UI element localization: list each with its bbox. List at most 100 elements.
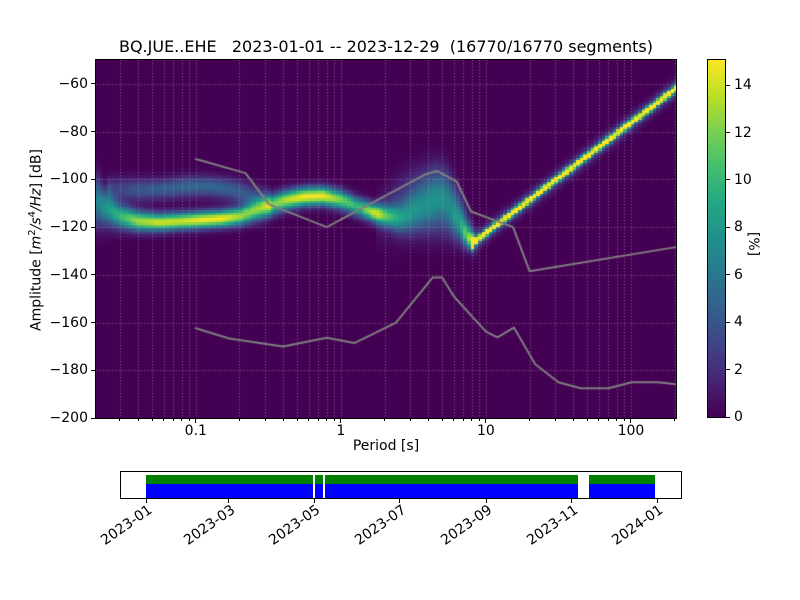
x-tick-label: 0.1 [184,423,207,439]
timeline-tick [399,499,401,503]
y-axis-label-part: / [28,206,45,211]
timeline-tick-label: 2023-07 [351,502,409,549]
x-minor-tick [282,419,284,421]
timeline-tick [485,499,487,503]
colorbar-tick [726,226,730,228]
x-minor-tick [478,419,480,421]
y-tick-label: −180 [49,362,88,379]
x-tick [630,419,632,423]
colorbar-tick-label: 12 [734,124,752,141]
x-minor-tick [188,419,190,421]
y-tick [91,369,95,371]
x-minor-tick [586,419,588,421]
x-tick [195,419,197,423]
x-minor-tick [333,419,335,421]
x-minor-tick [462,419,464,421]
x-minor-tick [598,419,600,421]
y-tick [91,83,95,85]
timeline-coverage-bar [120,471,682,499]
x-tick-label: 10 [476,423,495,439]
y-axis-label-part: m [28,235,45,250]
y-tick [91,178,95,180]
colorbar-tick-label: 2 [734,361,743,378]
x-axis-label: Period [s] [352,438,420,454]
timeline-data-segment-bottom [589,484,656,498]
timeline-tick [145,499,147,503]
timeline-data-segment-top [146,475,313,484]
y-tick-label: −100 [49,171,88,188]
colorbar-tick-label: 0 [734,409,743,425]
x-tick [485,419,487,423]
x-minor-tick [119,419,121,421]
timeline-tick-label: 2023-11 [523,502,581,549]
colorbar-tick [726,84,730,86]
y-axis-label-part: 4 [27,210,38,218]
timeline-data-segment-top [314,475,323,484]
colorbar-tick [726,179,730,181]
timeline-data-segment-top [589,475,656,484]
x-minor-tick [441,419,443,421]
colorbar-tick [726,321,730,323]
timeline-tick-label: 2023-01 [98,502,156,549]
timeline-tick [656,499,658,503]
x-minor-tick [172,419,174,421]
x-tick-label: 1 [336,423,346,439]
x-minor-tick [427,419,429,421]
y-tick [91,131,95,133]
plot-area [95,59,677,419]
colorbar-tick-label: 14 [734,77,752,94]
y-tick [91,226,95,228]
x-minor-tick [151,419,153,421]
y-tick [91,417,95,419]
y-tick [91,322,95,324]
x-minor-tick [308,419,310,421]
x-tick-label: 100 [617,423,645,439]
x-minor-tick [326,419,328,421]
timeline-tick-label: 2023-05 [266,502,324,549]
x-minor-tick [264,419,266,421]
x-tick [340,419,342,423]
colorbar-gradient-canvas [708,60,725,417]
y-tick [91,274,95,276]
x-minor-tick [471,419,473,421]
colorbar-tick-label: 6 [734,266,743,283]
colorbar-tick-label: 8 [734,219,743,236]
x-minor-tick [296,419,298,421]
timeline-tick [313,499,315,503]
timeline-tick [571,499,573,503]
x-minor-tick [163,419,165,421]
x-minor-tick [674,419,676,421]
x-minor-tick [623,419,625,421]
x-minor-tick [572,419,574,421]
y-tick-label: −140 [49,266,88,283]
timeline-tick-label: 2023-03 [180,502,238,549]
x-minor-tick [409,419,411,421]
colorbar-tick [726,416,730,418]
x-minor-tick [181,419,183,421]
colorbar-tick-label: 10 [734,171,752,188]
y-tick-label: −200 [49,410,88,426]
timeline-tick [228,499,230,503]
y-tick-label: −60 [58,75,88,92]
colorbar-tick [726,132,730,134]
x-minor-tick [554,419,556,421]
timeline-tick-label: 2023-09 [438,502,496,549]
x-minor-tick [317,419,319,421]
x-minor-tick [384,419,386,421]
colorbar [707,59,726,418]
x-minor-tick [616,419,618,421]
timeline-data-segment-bottom [314,484,323,498]
y-tick-label: −160 [49,314,88,331]
x-minor-tick [453,419,455,421]
y-axis-label-part: Hz [28,188,45,207]
x-minor-tick [137,419,139,421]
y-tick-label: −120 [49,219,88,236]
timeline-data-segment-bottom [146,484,313,498]
timeline-data-segment-top [325,475,579,484]
colorbar-tick-label: 4 [734,314,743,331]
timeline-data-segment-bottom [325,484,579,498]
x-minor-tick [607,419,609,421]
colorbar-tick [726,274,730,276]
y-tick-label: −80 [58,123,88,140]
